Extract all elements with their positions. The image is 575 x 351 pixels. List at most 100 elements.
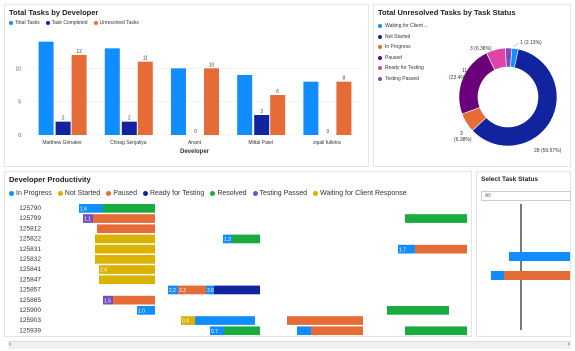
- legend-label: Waiting for Client Response: [320, 190, 407, 197]
- gantt-bar[interactable]: [178, 285, 186, 295]
- scroll-left-icon[interactable]: ‹: [9, 341, 12, 348]
- gantt-bar[interactable]: [186, 285, 206, 295]
- gantt-bar[interactable]: [103, 295, 113, 305]
- bar-unresolved-tasks[interactable]: [137, 61, 153, 135]
- bar-total-tasks[interactable]: [237, 75, 253, 135]
- bar-unresolved-tasks[interactable]: [204, 68, 219, 135]
- legend-item[interactable]: In Progress: [9, 190, 52, 197]
- gantt-bar[interactable]: [95, 255, 155, 264]
- bar-task-completed[interactable]: [121, 121, 137, 135]
- tasks-bar-chart[interactable]: 0 5 10 14 2 12 Matthew Grinaker 13 2 11 Chirag Sen…: [5, 27, 368, 167]
- donut-data-label: (23.4%): [449, 75, 467, 81]
- gantt-bar[interactable]: [224, 326, 260, 336]
- bar-value-label: 2: [62, 116, 65, 122]
- gantt-bar[interactable]: [79, 204, 103, 213]
- legend-item[interactable]: Paused: [106, 190, 137, 197]
- gantt-bar[interactable]: [195, 316, 255, 325]
- filter-bar-orange: [504, 271, 570, 280]
- legend-item[interactable]: In Progress: [378, 42, 428, 53]
- legend-dot: [57, 191, 63, 196]
- donut-data-label: 11: [462, 68, 467, 74]
- gantt-bar[interactable]: [405, 214, 467, 223]
- legend-item[interactable]: Waiting for Client ...: [378, 21, 428, 32]
- bar-unresolved-tasks[interactable]: [336, 81, 352, 135]
- horizontal-scrollbar[interactable]: ‹ ›: [8, 341, 571, 349]
- gantt-bar[interactable]: [311, 326, 363, 336]
- legend-dot: [9, 191, 14, 196]
- gantt-bar[interactable]: [99, 265, 113, 274]
- bar-unresolved-tasks[interactable]: [270, 95, 286, 135]
- scroll-right-icon[interactable]: ›: [567, 341, 570, 348]
- legend-item[interactable]: Not Started: [378, 32, 428, 43]
- gantt-bar[interactable]: [287, 316, 363, 325]
- gantt-bar-label: 3.2: [179, 288, 186, 294]
- legend-item[interactable]: Testing Passed: [252, 190, 307, 197]
- bar-total-tasks[interactable]: [38, 41, 54, 135]
- gantt-bar[interactable]: [398, 244, 415, 254]
- status-donut-chart[interactable]: 1 (2.13%) 28 (59.57%) 3 (6.38%) 11(23.4%) 3(…: [374, 17, 570, 167]
- legend-label: Not Started: [385, 33, 411, 40]
- productivity-gantt-chart[interactable]: 125790 125799 125812 125822 125831 125832 1258…: [5, 202, 471, 337]
- gantt-bar-label: 1.0: [138, 309, 145, 315]
- gantt-bar[interactable]: [415, 244, 467, 254]
- gantt-bar[interactable]: [210, 326, 224, 336]
- legend-item[interactable]: Ready for Testing: [142, 190, 204, 197]
- legend-item-total-tasks[interactable]: Total Tasks: [9, 20, 40, 26]
- donut-slice[interactable]: [458, 52, 496, 115]
- legend-item[interactable]: Resolved: [210, 190, 247, 197]
- bar-task-completed[interactable]: [254, 115, 270, 135]
- gantt-bar[interactable]: [103, 204, 155, 213]
- bar-value-label: 8: [343, 76, 346, 82]
- gantt-bar[interactable]: [95, 244, 155, 254]
- legend-item-task-completed[interactable]: Task Completed: [45, 20, 88, 26]
- bar-task-completed[interactable]: [55, 121, 71, 135]
- gantt-bar[interactable]: [95, 234, 155, 244]
- gantt-bar[interactable]: [297, 326, 311, 336]
- gantt-bar[interactable]: [232, 234, 260, 244]
- legend-dot: [106, 191, 112, 196]
- gantt-bar[interactable]: [113, 265, 155, 274]
- gantt-bar[interactable]: [137, 306, 155, 315]
- gantt-bar[interactable]: [113, 295, 155, 305]
- legend-label: Resolved: [217, 190, 247, 197]
- bar-unresolved-tasks[interactable]: [71, 55, 87, 135]
- legend-label: In Progress: [385, 44, 411, 51]
- legend-dot: [378, 34, 382, 39]
- filter-bar-blue-small: [491, 271, 504, 280]
- bar-total-tasks[interactable]: [171, 68, 186, 135]
- gantt-bar[interactable]: [214, 285, 260, 295]
- bar-total-tasks[interactable]: [303, 81, 319, 135]
- legend-item[interactable]: Ready for Testing: [378, 63, 428, 74]
- legend-dot: [9, 21, 13, 25]
- gantt-bar-label: 2.2: [169, 288, 176, 294]
- row-label: 125812: [19, 225, 41, 232]
- legend-item[interactable]: Waiting for Client Response: [313, 190, 407, 197]
- gantt-bar[interactable]: [93, 214, 155, 223]
- gantt-bar[interactable]: [223, 234, 232, 244]
- gantt-bar[interactable]: [387, 306, 449, 315]
- legend-dot: [210, 191, 216, 196]
- donut-slice[interactable]: [505, 47, 513, 68]
- gantt-bar[interactable]: [97, 224, 155, 234]
- gantt-bar-label: 1.6: [80, 207, 87, 213]
- legend-item[interactable]: Testing Passed: [378, 74, 428, 85]
- gantt-bar[interactable]: [168, 285, 178, 295]
- donut-legend: Waiting for Client ... Not Started In Prog…: [378, 21, 428, 84]
- gantt-bar[interactable]: [99, 275, 155, 285]
- bar-total-tasks[interactable]: [104, 48, 120, 135]
- gantt-bar-label: 1.2: [224, 237, 231, 243]
- x-tick-label: Matthew Grinaker: [42, 140, 82, 146]
- legend-label: Not Started: [64, 190, 101, 197]
- gantt-bar[interactable]: [83, 214, 93, 223]
- legend-item-unresolved-tasks[interactable]: Unresolved Tasks: [93, 20, 139, 26]
- legend-item[interactable]: Paused: [378, 53, 428, 64]
- gantt-bar[interactable]: [181, 316, 195, 325]
- leader-line: [512, 42, 520, 48]
- row-label: 125857: [19, 287, 41, 294]
- status-select[interactable]: All: [481, 191, 571, 201]
- gantt-bar[interactable]: [206, 285, 214, 295]
- donut-slice[interactable]: [471, 48, 558, 147]
- gantt-bar[interactable]: [405, 326, 467, 336]
- gantt-bar-label: 1.5: [104, 298, 111, 304]
- legend-item[interactable]: Not Started: [57, 190, 101, 197]
